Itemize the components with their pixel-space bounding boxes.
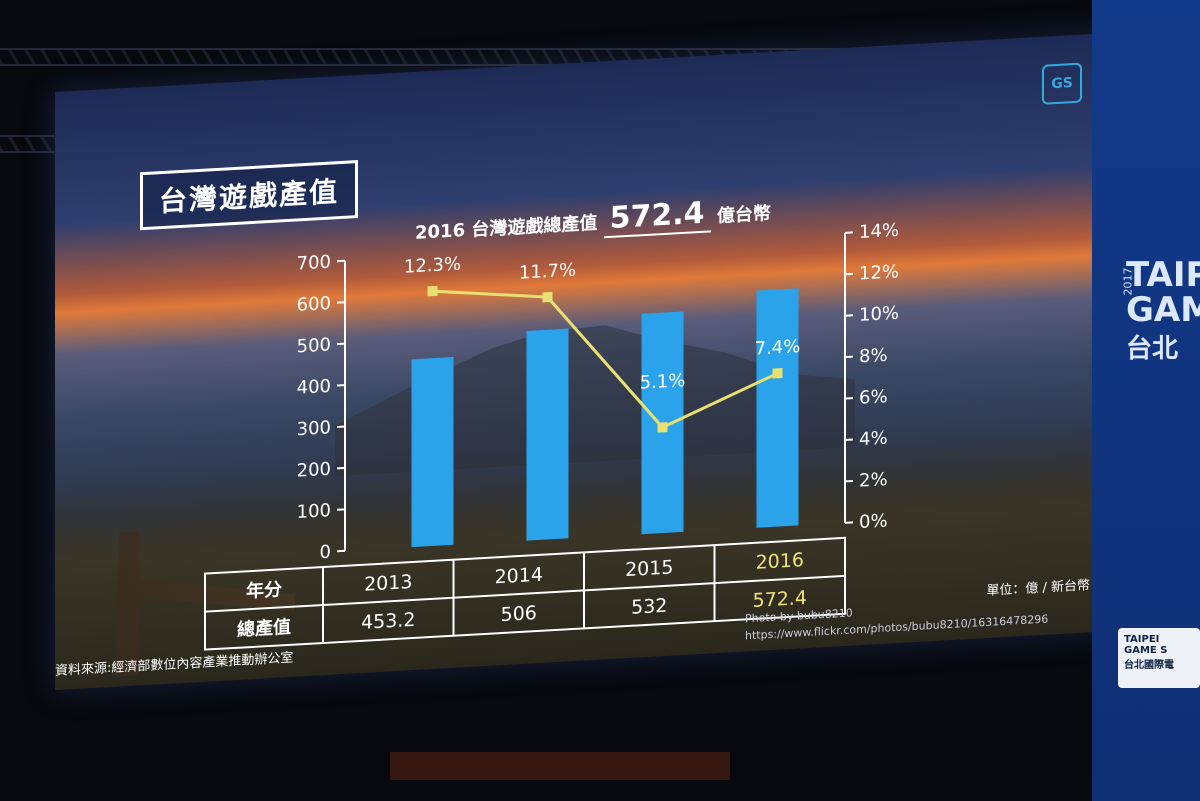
stage-edge [390,752,730,780]
bar-2014 [526,328,569,541]
bar-2013 [411,356,454,548]
left-axis-tick-label: 600 [297,293,331,316]
bar-2016 [756,288,799,528]
data-table-value: 506 [501,602,537,626]
podium-sign: TAIPEI GAME S 台北國際電 [1118,628,1200,688]
left-axis-tick-label: 400 [297,376,331,399]
right-axis-tick-label: 6% [859,386,888,409]
podium-sign-line3: 台北國際電 [1124,660,1174,671]
growth-line [432,289,779,430]
growth-marker-2015 [657,422,668,433]
data-table-year: 2015 [625,556,673,581]
data-table-row-header: 年分 [246,578,282,602]
podium-sign-line2: GAME S [1124,645,1168,656]
left-axis-tick-label: 300 [297,417,331,440]
growth-data-label: 11.7% [519,260,576,284]
right-axis-tick-label: 10% [859,303,899,326]
left-axis-tick-label: 100 [297,500,331,523]
data-table-year: 2016 [756,549,804,574]
left-axis-tick-label: 200 [297,459,331,482]
growth-marker-2013 [427,285,438,297]
growth-data-label: 7.4% [755,336,801,360]
data-table-row-divider [205,574,845,613]
growth-data-label: 5.1% [640,370,686,394]
right-axis-tick-label: 8% [859,345,888,368]
banner-line2: GAM [1126,290,1200,330]
right-axis-tick-label: 12% [859,261,899,284]
right-axis-tick-label: 4% [859,428,888,451]
presentation-screen: 台灣遊戲產值 GS 2016 台灣遊戲總產值 572.4 億台幣 0 100 200… [55,33,1110,690]
growth-marker-2014 [542,291,553,303]
right-axis-tick-label: 2% [859,469,888,492]
right-axis-tick-label: 0% [859,510,888,533]
right-axis-tick-label: 14% [859,220,899,243]
banner-line1: TAIPE [1126,255,1200,295]
left-axis-tick-label: 700 [297,252,331,275]
revenue-chart: 0 100 200 300 400 500 600 700 0% 2% 4% 6% 8% 10% 12% 14… [204,220,899,651]
left-axis-tick-label: 0 [320,542,331,564]
growth-data-label: 12.3% [404,254,461,278]
left-axis-tick-label: 500 [297,334,331,357]
data-table-year: 2014 [495,564,543,589]
banner-line3: 台北 [1126,334,1179,364]
data-table-row-header: 總產值 [237,616,291,641]
growth-marker-2016 [772,368,783,379]
data-table-value: 453.2 [361,609,415,634]
data-table-value: 532 [631,595,667,619]
data-table-value: 572.4 [753,587,807,612]
podium-sign-line1: TAIPEI [1124,634,1160,645]
data-table-year: 2013 [364,571,412,596]
